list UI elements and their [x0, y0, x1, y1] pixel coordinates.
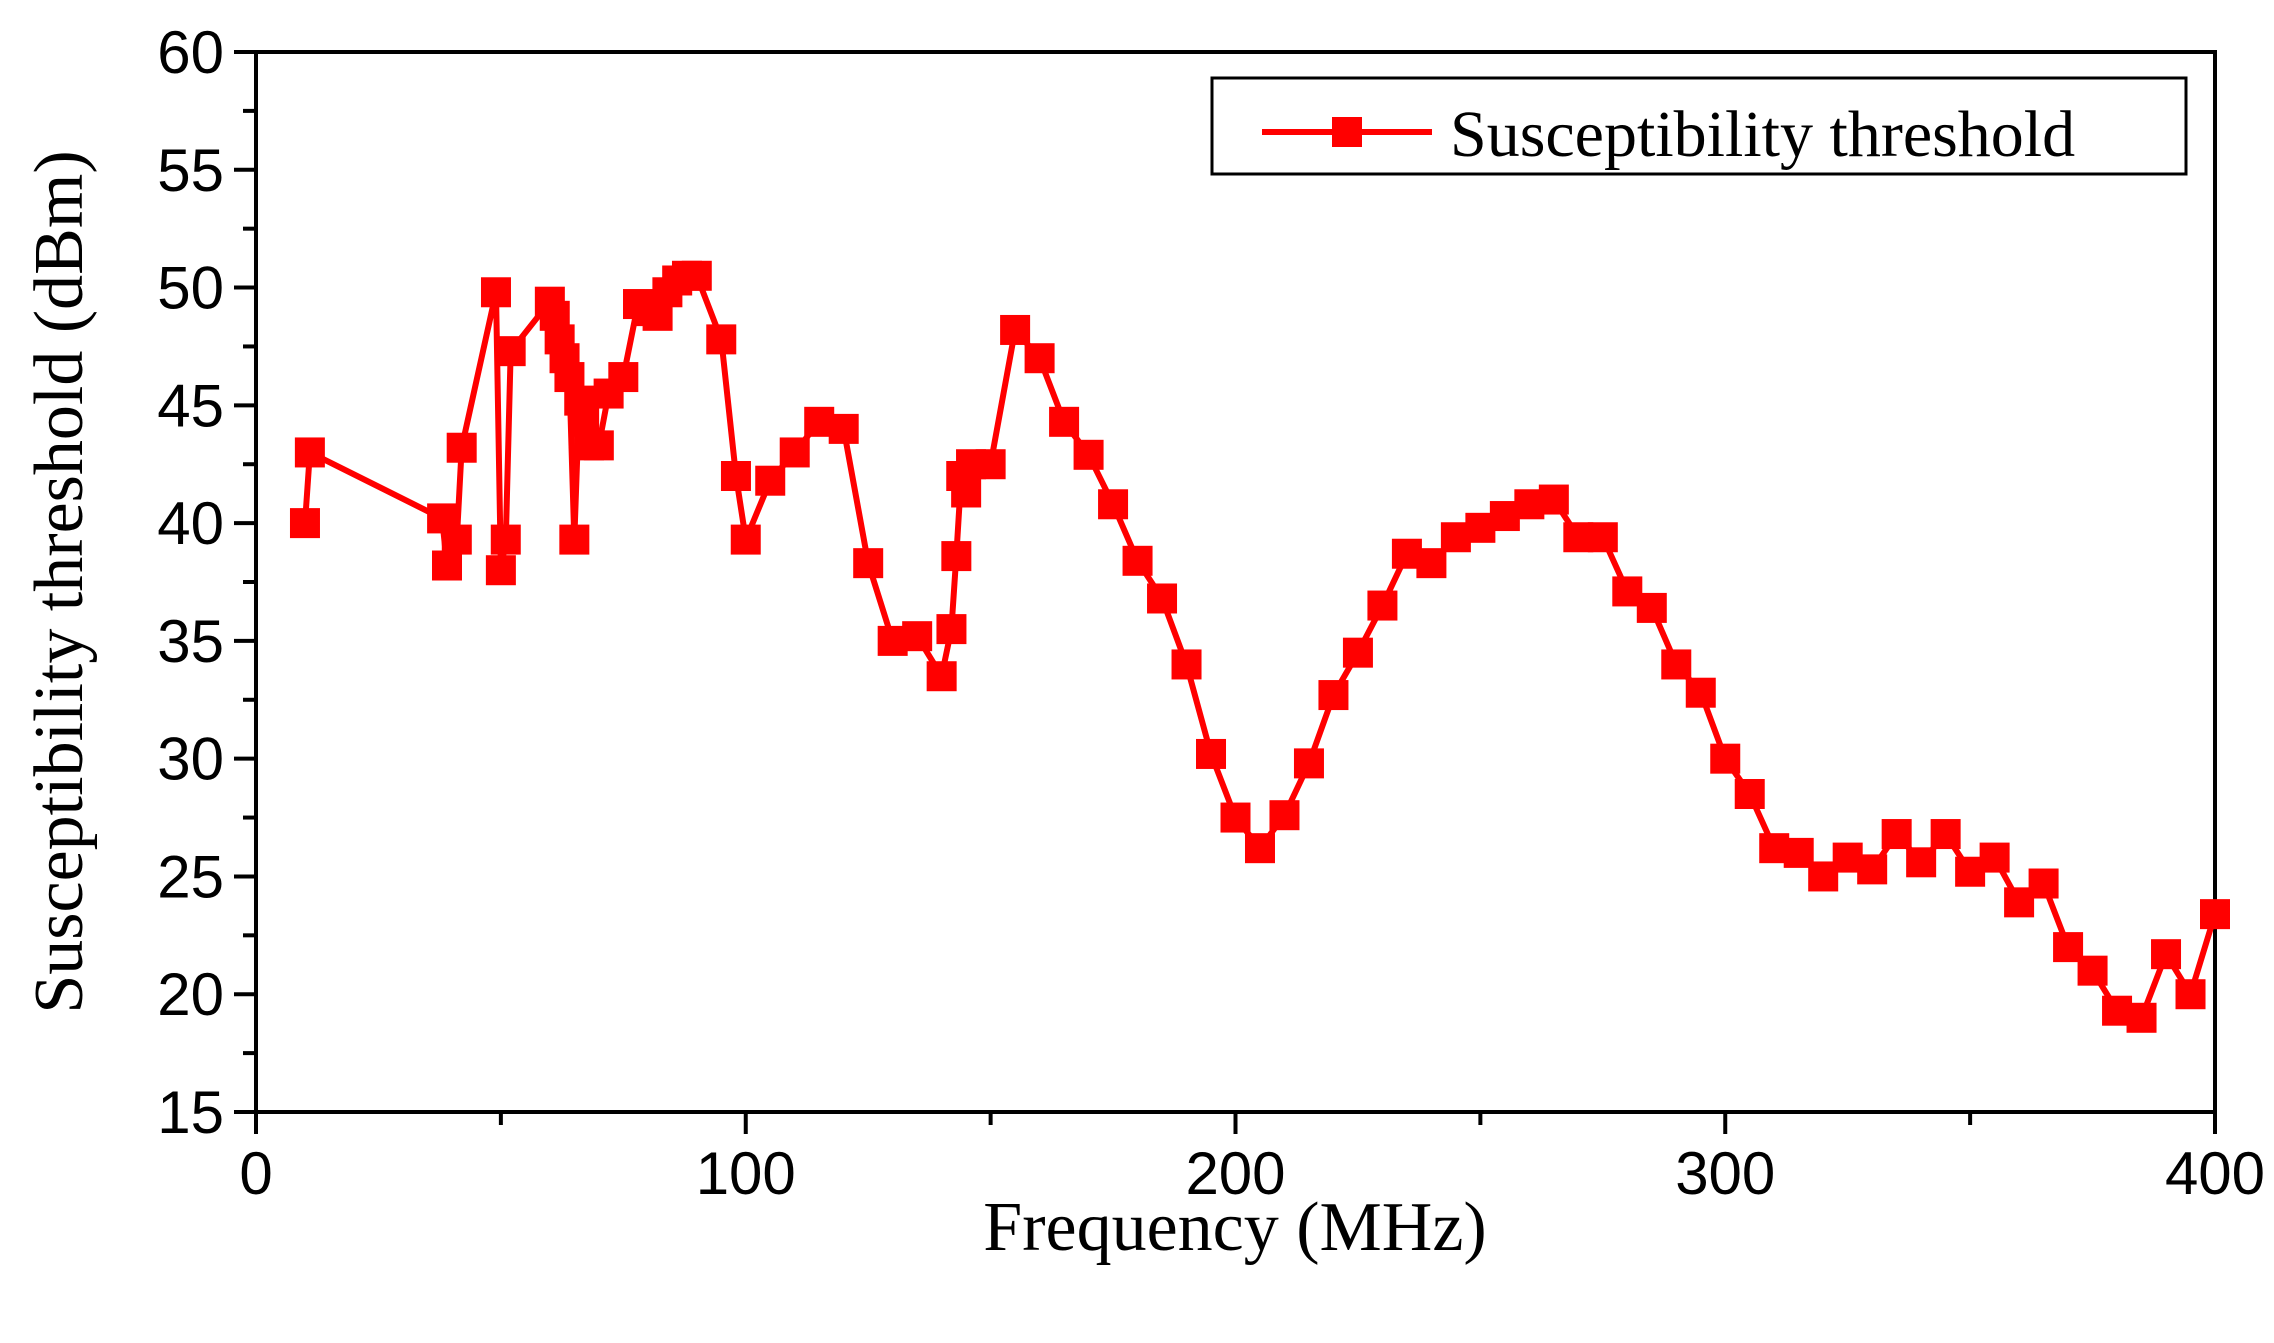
data-point: [1416, 548, 1447, 579]
y-tick-label: 60: [157, 19, 224, 86]
data-point: [1318, 680, 1349, 711]
data-point: [936, 614, 967, 645]
data-point: [1098, 489, 1129, 520]
data-point: [975, 449, 1006, 480]
x-tick-label: 200: [1185, 1140, 1285, 1207]
data-point: [1538, 484, 1569, 515]
y-tick-label: 15: [157, 1079, 224, 1146]
y-axis: 15 20 25 30 35 40 45 50 55 60: [157, 19, 256, 1146]
data-point: [583, 430, 614, 461]
data-point: [1734, 779, 1765, 809]
x-tick-label: 0: [239, 1140, 272, 1207]
y-tick-label: 20: [157, 961, 224, 1028]
data-point: [926, 661, 957, 692]
data-point: [2200, 899, 2230, 930]
y-axis-title: Susceptibility threshold (dBm): [21, 150, 98, 1013]
data-point: [1661, 649, 1692, 680]
data-point: [1587, 522, 1618, 553]
data-point: [1196, 738, 1227, 769]
x-axis-title: Frequency (MHz): [983, 1189, 1486, 1266]
data-point: [2175, 979, 2206, 1010]
data-point: [720, 461, 751, 491]
data-point: [1171, 649, 1202, 680]
data-point: [1685, 677, 1716, 708]
data-point: [1073, 439, 1104, 470]
legend-label: Susceptibility threshold: [1450, 98, 2075, 171]
data-point: [2077, 955, 2108, 986]
data-point: [446, 432, 477, 463]
y-tick-label: 35: [157, 608, 224, 675]
data-point: [1857, 854, 1888, 885]
y-tick-label: 25: [157, 843, 224, 910]
data-point: [1342, 637, 1373, 668]
data-point: [853, 548, 884, 579]
y-tick-label: 55: [157, 137, 224, 204]
data-point: [1710, 743, 1741, 774]
data-point: [559, 524, 590, 555]
legend-marker: [1332, 117, 1362, 147]
data-point: [902, 621, 933, 652]
data-point: [951, 477, 982, 508]
data-point: [485, 555, 516, 586]
x-tick-label: 300: [1675, 1140, 1775, 1207]
data-point: [1881, 819, 1912, 850]
y-tick-label: 50: [157, 255, 224, 322]
data-point: [706, 324, 737, 355]
data-point: [681, 260, 712, 291]
data-point: [941, 541, 972, 572]
y-tick-label: 40: [157, 490, 224, 557]
data-point: [1293, 748, 1324, 779]
data-point: [1244, 833, 1275, 864]
data-point: [1049, 406, 1080, 437]
y-tick-label: 45: [157, 372, 224, 439]
data-point: [828, 413, 859, 444]
data-point: [755, 465, 786, 496]
data-point: [1220, 802, 1251, 833]
data-point: [2028, 868, 2059, 899]
data-point: [495, 336, 526, 367]
x-tick-label: 100: [696, 1140, 796, 1207]
data-point: [1122, 545, 1153, 576]
data-point: [294, 437, 325, 468]
data-point: [1906, 847, 1937, 878]
x-tick-label: 400: [2165, 1140, 2265, 1207]
data-point: [289, 508, 320, 539]
data-point: [1147, 583, 1178, 614]
data-point: [1269, 800, 1300, 831]
series-layer: [289, 260, 2230, 1033]
data-point: [480, 277, 511, 308]
data-point: [2126, 1002, 2157, 1033]
data-point: [1000, 314, 1031, 345]
data-point: [1636, 592, 1667, 623]
y-tick-label: 30: [157, 726, 224, 793]
data-point: [608, 362, 639, 393]
data-point: [441, 524, 472, 555]
legend: Susceptibility threshold: [1210, 76, 2188, 176]
data-point: [432, 550, 463, 581]
data-point: [490, 524, 521, 555]
data-point: [1024, 343, 1055, 374]
data-point: [2151, 939, 2182, 970]
data-point: [730, 524, 761, 555]
data-point: [1930, 819, 1961, 850]
data-point: [1979, 842, 2010, 873]
plot-frame: [254, 50, 2217, 1114]
x-axis: 0 100 200 300 400: [239, 1112, 2265, 1207]
data-point: [779, 437, 810, 468]
legend-box: [1210, 76, 2188, 176]
data-point: [1367, 590, 1398, 621]
